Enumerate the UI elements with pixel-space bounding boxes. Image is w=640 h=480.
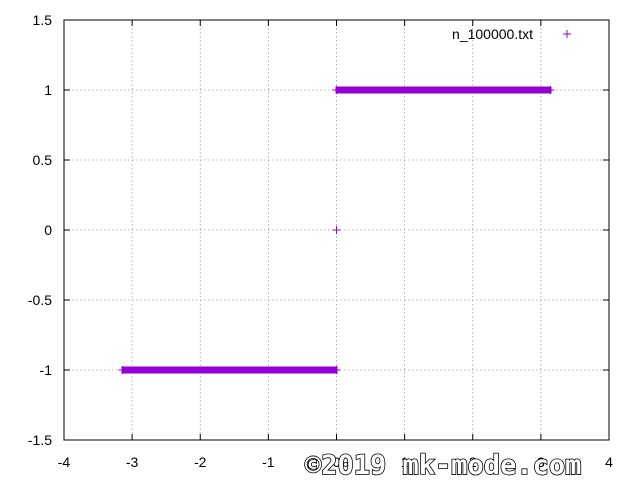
y-tick-label: 1.5 (33, 12, 53, 28)
legend-marker (563, 30, 571, 38)
x-tick-label: -3 (126, 454, 139, 470)
x-tick-label: -1 (262, 454, 275, 470)
x-tick-label: 3 (537, 454, 545, 470)
legend: n_100000.txt (452, 26, 571, 42)
x-tick-label: -4 (58, 454, 71, 470)
x-tick-label: 4 (605, 454, 613, 470)
data-series (118, 86, 555, 374)
y-tick-label: 1 (44, 82, 52, 98)
x-tick-label: 0 (333, 454, 341, 470)
series-points (118, 86, 555, 374)
x-tick-label: 1 (401, 454, 409, 470)
watermark: ©2019 mk-mode.com (305, 450, 581, 480)
y-tick-label: 0.5 (33, 152, 53, 168)
y-tick-label: 0 (44, 222, 52, 238)
x-tick-label: 2 (469, 454, 477, 470)
data-point-band (121, 366, 338, 374)
x-tick-label: -2 (194, 454, 207, 470)
axis-ticks: -4 -3 -2 -1 0 1 2 3 4 1.5 1 0.5 0 -0.5 -1 -1.5 (28, 12, 613, 470)
data-point-band (335, 86, 552, 94)
y-tick-label: -1 (40, 362, 53, 378)
y-tick-label: -1.5 (28, 432, 52, 448)
legend-label: n_100000.txt (452, 26, 533, 42)
y-tick-label: -0.5 (28, 292, 52, 308)
